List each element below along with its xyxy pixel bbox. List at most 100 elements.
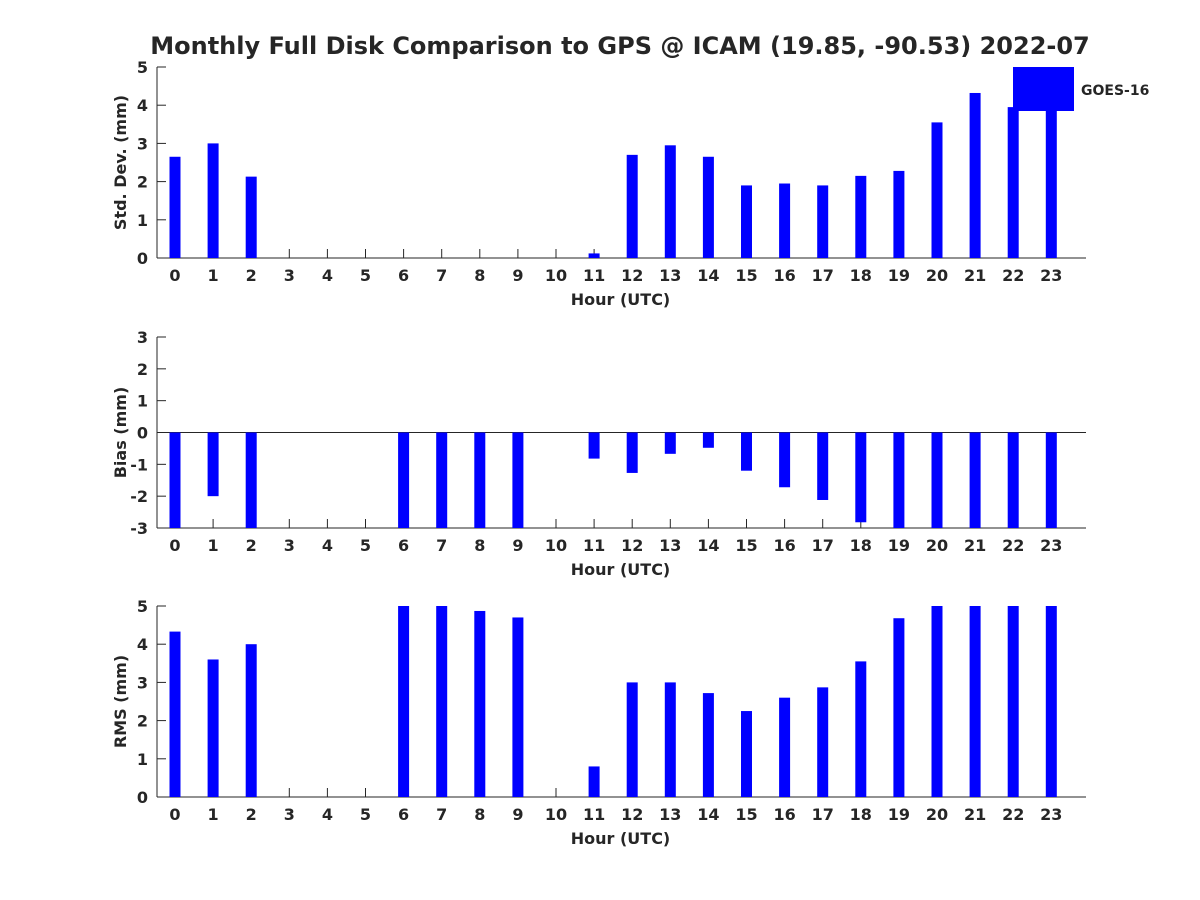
y-tick-label: 2 <box>137 360 148 379</box>
legend-swatch <box>1013 67 1074 111</box>
x-tick-label: 10 <box>545 805 567 824</box>
y-tick-label: 0 <box>137 424 148 443</box>
x-tick-label: 16 <box>773 266 795 285</box>
x-tick-label: 21 <box>964 266 986 285</box>
x-tick-label: 15 <box>735 536 757 555</box>
bar <box>474 432 486 528</box>
x-tick-label: 11 <box>583 805 605 824</box>
bar <box>702 693 714 797</box>
x-tick-label: 19 <box>888 266 910 285</box>
x-tick-label: 0 <box>169 805 180 824</box>
x-tick-label: 18 <box>850 805 872 824</box>
x-tick-label: 13 <box>659 805 681 824</box>
x-tick-label: 0 <box>169 536 180 555</box>
y-tick-label: 4 <box>137 635 148 654</box>
x-tick-label: 20 <box>926 805 948 824</box>
x-tick-label: 17 <box>812 266 834 285</box>
bar <box>512 432 524 528</box>
bar <box>855 175 867 258</box>
bar <box>1007 107 1019 258</box>
x-tick-label: 19 <box>888 536 910 555</box>
bar <box>1045 432 1057 528</box>
bar <box>626 682 638 797</box>
bar <box>626 432 638 473</box>
bar <box>702 156 714 258</box>
x-tick-label: 17 <box>812 536 834 555</box>
x-tick-label: 17 <box>812 805 834 824</box>
x-tick-label: 23 <box>1040 805 1062 824</box>
x-tick-label: 6 <box>398 536 409 555</box>
bar <box>474 610 486 797</box>
x-tick-label: 18 <box>850 536 872 555</box>
x-tick-label: 18 <box>850 266 872 285</box>
x-tick-label: 8 <box>474 266 485 285</box>
x-tick-label: 19 <box>888 805 910 824</box>
x-tick-label: 3 <box>284 805 295 824</box>
bar <box>969 606 981 797</box>
bar <box>664 432 676 454</box>
bar <box>893 618 905 797</box>
bar <box>245 176 257 258</box>
x-tick-label: 2 <box>246 536 257 555</box>
y-tick-label: 1 <box>137 211 148 230</box>
x-tick-label: 14 <box>697 266 719 285</box>
x-tick-label: 22 <box>1002 805 1024 824</box>
x-tick-label: 9 <box>512 805 523 824</box>
x-tick-label: 22 <box>1002 266 1024 285</box>
y-axis-label: Std. Dev. (mm) <box>111 95 130 230</box>
x-tick-label: 8 <box>474 805 485 824</box>
bar <box>398 606 410 797</box>
y-tick-label: -2 <box>130 487 148 506</box>
x-tick-label: 23 <box>1040 266 1062 285</box>
x-tick-label: 3 <box>284 536 295 555</box>
x-tick-label: 20 <box>926 536 948 555</box>
x-tick-label: 4 <box>322 536 333 555</box>
bar <box>817 687 829 797</box>
bar <box>588 766 600 797</box>
bar <box>893 432 905 528</box>
x-tick-label: 5 <box>360 266 371 285</box>
x-tick-label: 21 <box>964 805 986 824</box>
x-tick-label: 5 <box>360 805 371 824</box>
x-tick-label: 15 <box>735 805 757 824</box>
x-tick-label: 5 <box>360 536 371 555</box>
x-tick-label: 7 <box>436 266 447 285</box>
x-tick-label: 1 <box>208 266 219 285</box>
bar <box>741 432 752 471</box>
y-tick-label: 4 <box>137 96 148 115</box>
x-tick-label: 21 <box>964 536 986 555</box>
bar <box>664 145 676 258</box>
y-tick-label: 1 <box>137 392 148 411</box>
x-tick-label: 13 <box>659 536 681 555</box>
y-tick-label: 3 <box>137 673 148 692</box>
bar <box>779 183 791 258</box>
y-tick-label: 5 <box>137 58 148 77</box>
y-axis-label: RMS (mm) <box>111 655 130 748</box>
x-tick-label: 1 <box>208 805 219 824</box>
x-tick-label: 6 <box>398 266 409 285</box>
x-tick-label: 22 <box>1002 536 1024 555</box>
y-tick-label: 1 <box>137 750 148 769</box>
bar <box>512 617 524 797</box>
bar <box>245 644 257 797</box>
x-tick-label: 12 <box>621 266 643 285</box>
chart-title: Monthly Full Disk Comparison to GPS @ IC… <box>150 32 1090 60</box>
bar <box>855 432 867 523</box>
bar <box>626 154 638 258</box>
y-tick-label: -1 <box>130 455 148 474</box>
x-tick-label: 2 <box>246 266 257 285</box>
bar <box>436 606 448 797</box>
bar <box>969 432 981 528</box>
bar <box>1045 606 1057 797</box>
y-tick-label: 2 <box>137 173 148 192</box>
bar <box>207 143 219 258</box>
bar <box>207 432 219 497</box>
bar <box>207 659 219 797</box>
x-tick-label: 3 <box>284 266 295 285</box>
x-tick-label: 8 <box>474 536 485 555</box>
bar <box>893 170 905 258</box>
